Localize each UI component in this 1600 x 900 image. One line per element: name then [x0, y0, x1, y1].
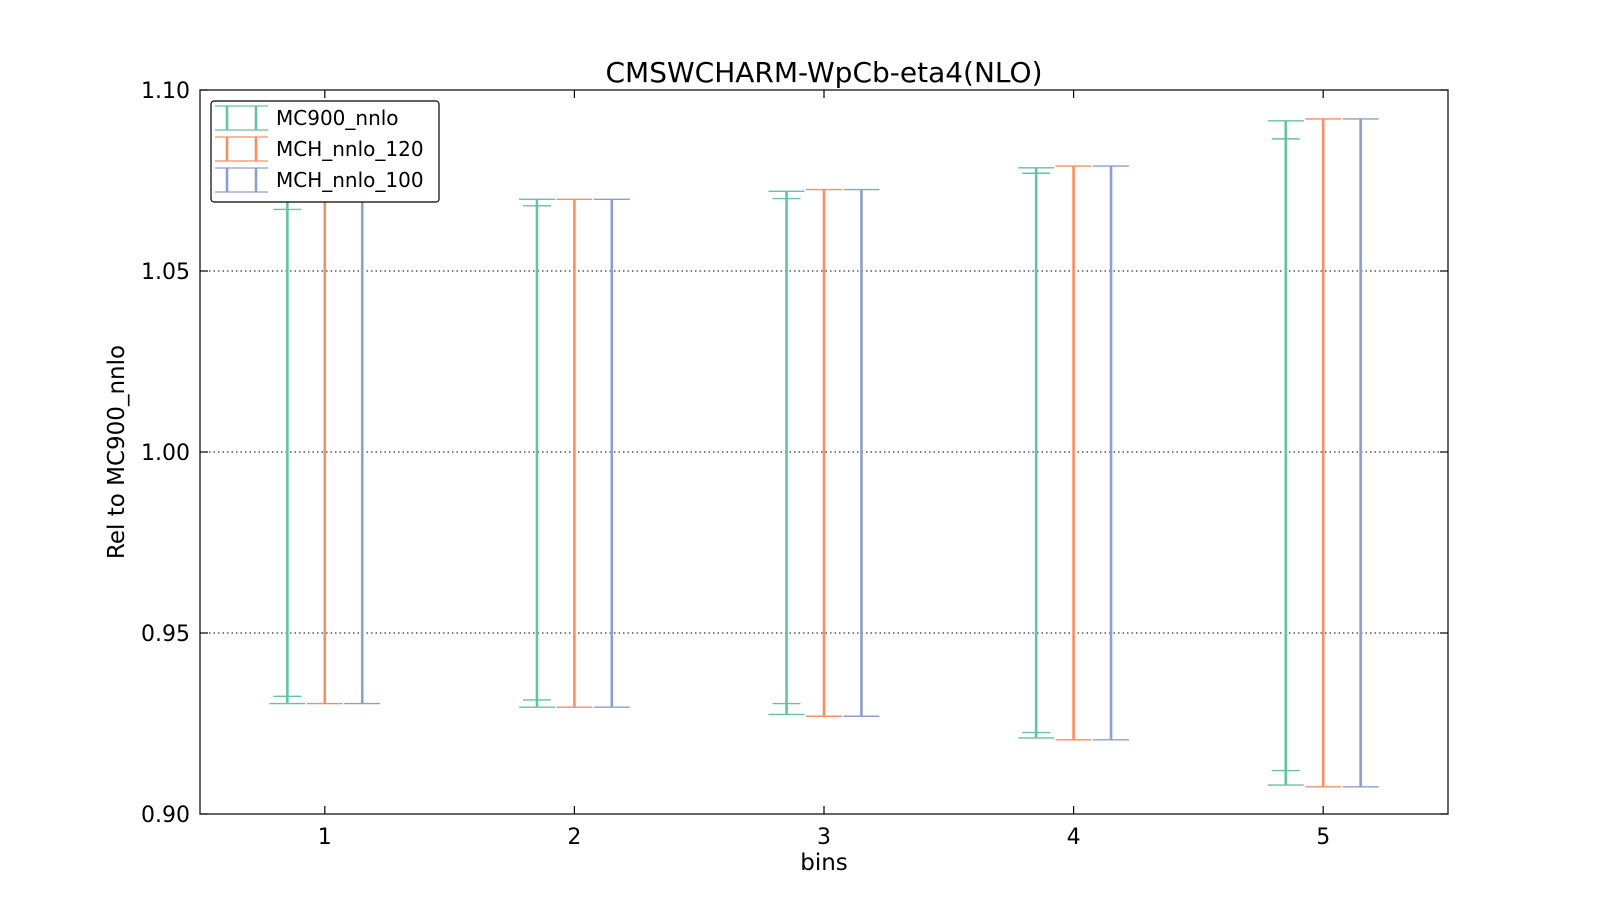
grid	[200, 270, 1448, 634]
series-MCH_nnlo_120	[306, 118, 1342, 788]
y-tick-label: 1.05	[141, 260, 190, 285]
legend-label: MCH_nnlo_100	[276, 168, 424, 192]
x-tick-label: 1	[318, 825, 332, 850]
y-tick-label: 0.95	[141, 622, 190, 647]
legend-label: MC900_nnlo	[276, 106, 399, 130]
x-tick-label: 2	[567, 825, 581, 850]
series-MCH_nnlo_100	[344, 118, 1379, 788]
legend-box	[210, 100, 440, 203]
legend-item: MCH_nnlo_120	[215, 136, 424, 162]
error-bars	[269, 118, 1379, 788]
series-MC900_nnlo	[269, 120, 1304, 786]
x-tick-label: 4	[1067, 825, 1081, 850]
legend-label: MCH_nnlo_120	[276, 137, 424, 161]
x-tick-label: 3	[817, 825, 831, 850]
y-tick-label: 0.90	[141, 803, 190, 828]
x-tick-label: 5	[1316, 825, 1330, 850]
legend-item: MC900_nnlo	[215, 105, 399, 131]
x-axis-title: bins	[800, 850, 848, 876]
y-tick-label: 1.00	[141, 441, 190, 466]
legend: MC900_nnlo MCH_nnlo_120 MCH_nnlo_100	[210, 100, 440, 203]
y-axis-title: Rel to MC900_nnlo	[104, 345, 130, 559]
chart-title: CMSWCHARM-WpCb-eta4(NLO)	[605, 56, 1042, 89]
axis-ticks: 0.90 0.95 1.00 1.05 1.10 1 2 3 4 5	[141, 79, 1448, 850]
legend-item: MCH_nnlo_100	[215, 167, 424, 193]
y-tick-label: 1.10	[141, 79, 190, 104]
